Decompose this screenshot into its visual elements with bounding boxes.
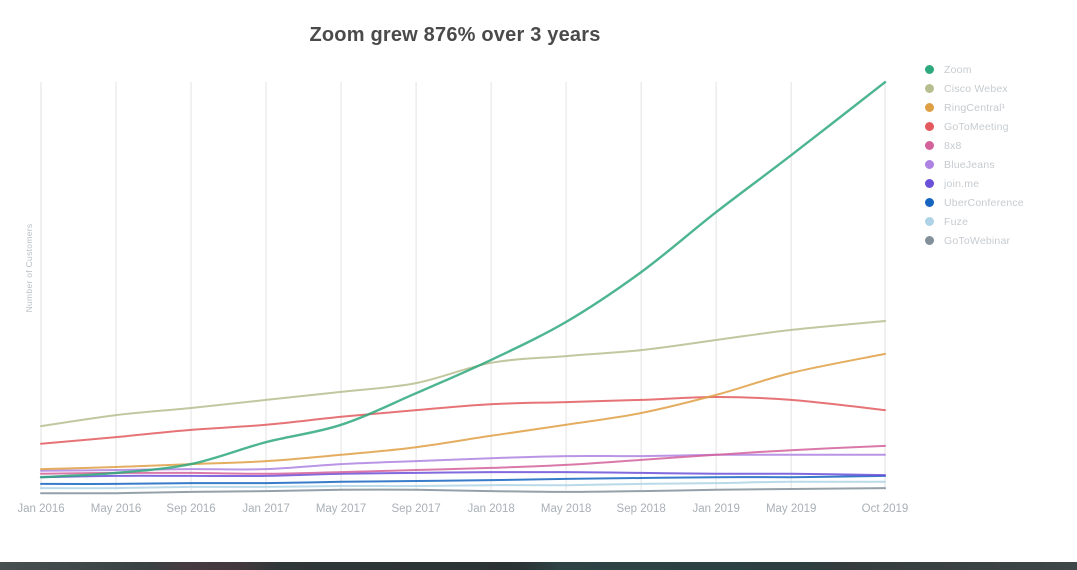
legend-dot-icon bbox=[925, 217, 934, 226]
legend-item-gotowebinar: GoToWebinar bbox=[925, 234, 1024, 247]
x-tick-label-6: Jan 2018 bbox=[467, 503, 515, 515]
legend-label: join.me bbox=[944, 177, 980, 190]
x-tick-label-3: Jan 2017 bbox=[242, 503, 290, 515]
legend-label: Cisco Webex bbox=[944, 82, 1008, 95]
legend-label: GoToWebinar bbox=[944, 234, 1011, 247]
legend-item-zoom: Zoom bbox=[925, 63, 1024, 76]
x-tick-label-8: Sep 2018 bbox=[616, 503, 666, 515]
line-series-gotomeeting bbox=[40, 395, 886, 445]
x-tick-label-9: Jan 2019 bbox=[692, 503, 740, 515]
legend-item-fuze: Fuze bbox=[925, 215, 1024, 228]
legend-dot-icon bbox=[925, 141, 934, 150]
bottom-video-scrubber-bar bbox=[0, 562, 1077, 570]
line-series-fuze bbox=[40, 480, 886, 490]
x-tick-label-5: Sep 2017 bbox=[391, 503, 441, 515]
line-series-gotowebinar bbox=[40, 487, 886, 495]
line-series-join-me bbox=[40, 471, 886, 479]
x-tick-label-0: Jan 2016 bbox=[17, 503, 65, 515]
legend-item-uberconference: UberConference bbox=[925, 196, 1024, 209]
legend-dot-icon bbox=[925, 65, 934, 74]
x-tick-label-10: May 2019 bbox=[765, 503, 817, 515]
legend-label: GoToMeeting bbox=[944, 120, 1009, 133]
legend-dot-icon bbox=[925, 103, 934, 112]
legend-item-ringcentral-: RingCentral¹ bbox=[925, 101, 1024, 114]
legend-label: RingCentral¹ bbox=[944, 101, 1006, 114]
legend-dot-icon bbox=[925, 236, 934, 245]
legend-label: UberConference bbox=[944, 196, 1024, 209]
x-tick-label-11: Oct 2019 bbox=[861, 503, 909, 515]
line-series-uberconference bbox=[40, 474, 886, 485]
legend-label: 8x8 bbox=[944, 139, 962, 152]
legend-label: BlueJeans bbox=[944, 158, 995, 171]
legend-dot-icon bbox=[925, 122, 934, 131]
x-tick-label-7: May 2018 bbox=[540, 503, 592, 515]
legend-item-bluejeans: BlueJeans bbox=[925, 158, 1024, 171]
legend-item-join-me: join.me bbox=[925, 177, 1024, 190]
legend-dot-icon bbox=[925, 198, 934, 207]
legend-item-gotomeeting: GoToMeeting bbox=[925, 120, 1024, 133]
legend-item-8x8: 8x8 bbox=[925, 139, 1024, 152]
legend-dot-icon bbox=[925, 179, 934, 188]
legend-item-cisco-webex: Cisco Webex bbox=[925, 82, 1024, 95]
chart-title: Zoom grew 876% over 3 years bbox=[309, 24, 601, 46]
line-series-8x8 bbox=[40, 444, 886, 475]
line-series-cisco-webex bbox=[40, 320, 886, 428]
legend-dot-icon bbox=[925, 160, 934, 169]
x-tick-label-2: Sep 2016 bbox=[166, 503, 216, 515]
x-tick-label-4: May 2017 bbox=[315, 503, 367, 515]
legend-label: Zoom bbox=[944, 63, 972, 76]
legend-dot-icon bbox=[925, 84, 934, 93]
legend-label: Fuze bbox=[944, 215, 969, 228]
line-series-zoom bbox=[39, 81, 887, 479]
x-tick-label-1: May 2016 bbox=[90, 503, 142, 515]
chart-legend: Zoom Cisco Webex RingCentral¹ GoToMeeting 8x… bbox=[925, 64, 1024, 254]
